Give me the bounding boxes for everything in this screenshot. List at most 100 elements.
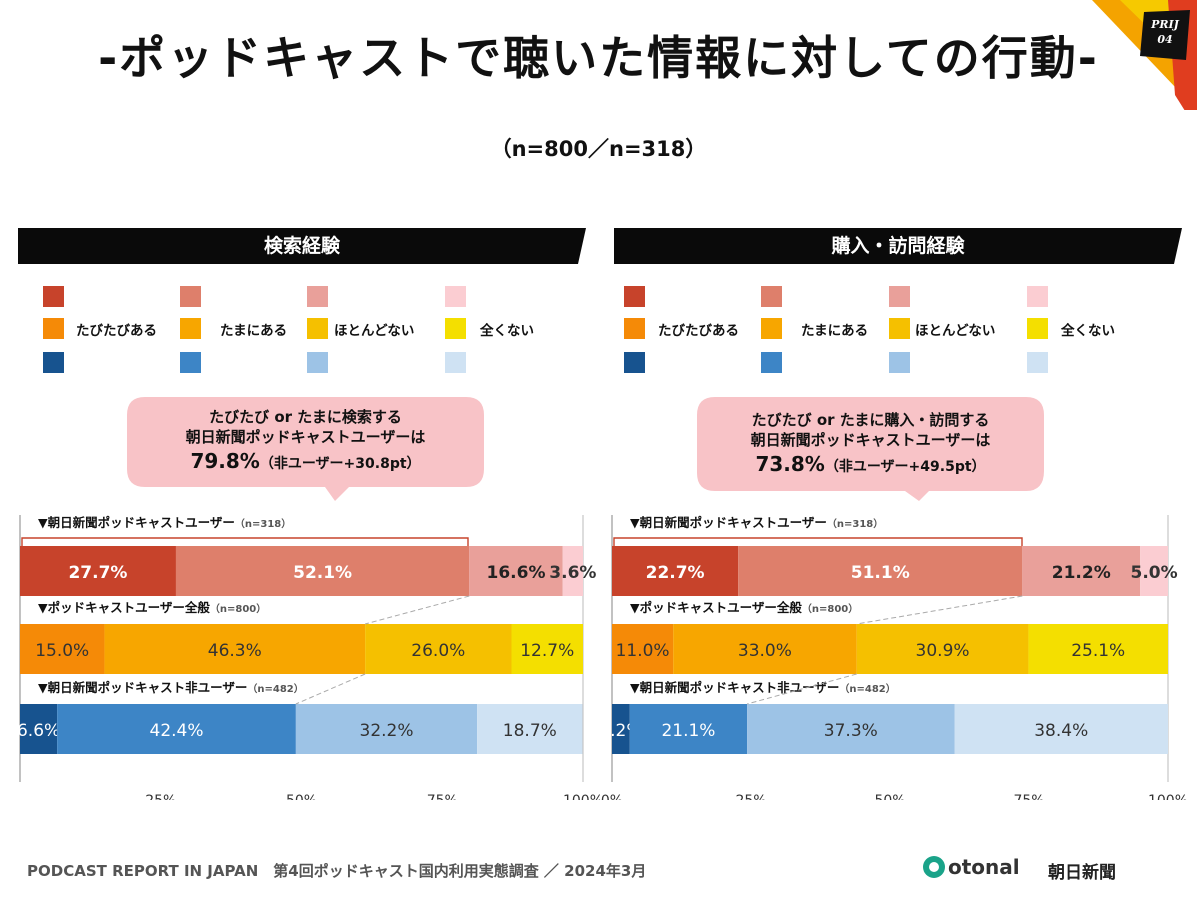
bar-segment	[104, 624, 366, 674]
legend-swatch-red-4	[445, 286, 466, 307]
bar-value-label: 16.6%	[487, 563, 546, 583]
bar-value-label: 37.3%	[824, 721, 878, 741]
bar-segment	[511, 624, 583, 674]
category-n-label: （n=318）	[235, 517, 291, 530]
legend-swatch-blue-3	[307, 352, 328, 373]
connector-line	[295, 673, 366, 705]
x-tick-label: 25%	[735, 793, 766, 800]
bar-value-label: 46.3%	[208, 641, 262, 661]
chart-purchase: ▼朝日新聞ポッドキャストユーザー（n=318） 22.7% 51.1% 21.2% 5.…	[599, 515, 1188, 800]
top-row-bracket	[21, 537, 469, 546]
category-n-label: （n=482）	[247, 682, 303, 695]
badge-line1: PRIJ	[1151, 18, 1179, 31]
bar-segment	[295, 704, 478, 754]
bar-segment	[20, 704, 58, 754]
legend-swatch-orange-1	[624, 318, 645, 339]
legend-swatch-blue-1	[43, 352, 64, 373]
legend-swatch-orange-4	[1027, 318, 1048, 339]
bar-value-label: 30.9%	[916, 641, 970, 661]
bar-value-label: 38.4%	[1034, 721, 1088, 741]
bar-value-label: 5.0%	[1131, 563, 1178, 583]
legend-swatch-red-3	[889, 286, 910, 307]
legend-label-3: ほとんどない	[334, 323, 415, 339]
category-n-label: （n=482）	[839, 682, 895, 695]
legend-label-4: 全くない	[480, 323, 534, 339]
category-n-label: （n=800）	[210, 602, 266, 615]
legend-swatch-orange-3	[889, 318, 910, 339]
bar-value-label: 52.1%	[293, 563, 352, 583]
legend-swatch-blue-4	[445, 352, 466, 373]
callout-search-line2: 朝日新聞ポッドキャストユーザーは	[185, 428, 426, 446]
bar-value-label: 15.0%	[35, 641, 89, 661]
x-tick-label: 75%	[427, 793, 458, 800]
legend-swatch-red-1	[624, 286, 645, 307]
bar-value-label: 25.1%	[1071, 641, 1125, 661]
callout-search: たびたび or たまに検索する 朝日新聞ポッドキャストユーザーは 79.8%（非…	[127, 397, 484, 501]
bar-value-label: 18.7%	[503, 721, 557, 741]
top-row-bracket	[613, 537, 1023, 546]
bar-value-label: 51.1%	[851, 563, 910, 583]
prij-badge: PRIJ 04	[1140, 10, 1190, 60]
banner-search: 検索経験	[18, 228, 586, 264]
legend-label-2: たまにある	[801, 323, 869, 339]
banner-purchase-label: 購入・訪問経験	[831, 235, 965, 257]
bar-segment	[629, 704, 748, 754]
bar-value-label: 12.7%	[520, 641, 574, 661]
bar-value-label: 27.7%	[68, 563, 127, 583]
bar-value-label: 33.0%	[738, 641, 792, 661]
bar-value-label: 22.7%	[646, 563, 705, 583]
bar-value-label: 42.4%	[150, 721, 204, 741]
legend-label-2: たまにある	[220, 323, 288, 339]
legend-swatch-red-3	[307, 286, 328, 307]
bar-value-label: 6.6%	[17, 721, 60, 741]
bar-segment	[1022, 546, 1141, 596]
x-tick-label: 50%	[874, 793, 905, 800]
bar-segment	[1140, 546, 1168, 596]
legend-swatch-red-4	[1027, 286, 1048, 307]
bar-segment	[1028, 624, 1168, 674]
bar-segment	[747, 704, 955, 754]
legend-swatch-orange-2	[180, 318, 201, 339]
otonal-logo: otonal	[923, 855, 1020, 879]
connector-line	[746, 673, 857, 705]
bar-segment	[20, 546, 176, 596]
bar-segment	[612, 624, 674, 674]
connector-line	[856, 595, 1023, 625]
bar-segment	[477, 704, 583, 754]
bar-segment	[673, 624, 857, 674]
legend-label-1: たびたびある	[658, 323, 739, 339]
bar-value-label: 21.1%	[661, 721, 715, 741]
legend-swatch-red-2	[180, 286, 201, 307]
sample-size: （n=800／n=318）	[490, 137, 707, 161]
banner-search-label: 検索経験	[263, 235, 340, 257]
x-tick-label: 100%	[1148, 793, 1188, 800]
bar-value-label: 3.6%	[549, 563, 596, 583]
callout-purchase-note: （非ユーザー+49.5pt）	[824, 459, 986, 475]
legend-swatch-orange-4	[445, 318, 466, 339]
badge-line2: 04	[1157, 33, 1173, 46]
bar-segment	[856, 624, 1029, 674]
category-n-label: （n=800）	[802, 602, 858, 615]
bar-segment	[20, 624, 105, 674]
otonal-logo-icon	[923, 856, 945, 878]
banner-purchase: 購入・訪問経験	[614, 228, 1182, 264]
bar-segment	[562, 546, 583, 596]
category-n-label: （n=318）	[827, 517, 883, 530]
callout-search-line1: たびたび or たまに検索する	[209, 408, 402, 426]
callout-purchase-line2: 朝日新聞ポッドキャストユーザーは	[750, 431, 991, 449]
bar-segment	[469, 546, 563, 596]
legend-swatch-blue-4	[1027, 352, 1048, 373]
bar-value-label: 11.0%	[616, 641, 670, 661]
callout-purchase-result: 73.8%（非ユーザー+49.5pt）	[697, 452, 1044, 476]
bar-value-label: 26.0%	[411, 641, 465, 661]
category-label: ▼朝日新聞ポッドキャストユーザー（n=318）	[630, 515, 883, 530]
callout-search-result: 79.8%（非ユーザー+30.8pt）	[127, 449, 484, 473]
legend-swatch-orange-2	[761, 318, 782, 339]
bar-value-label: 21.2%	[1052, 563, 1111, 583]
bar-segment	[57, 704, 296, 754]
category-label: ▼朝日新聞ポッドキャストユーザー（n=318）	[38, 515, 291, 530]
callout-search-note: （非ユーザー+30.8pt）	[259, 456, 421, 472]
bar-segment	[954, 704, 1168, 754]
legend-swatch-blue-1	[624, 352, 645, 373]
legend-swatch-orange-1	[43, 318, 64, 339]
